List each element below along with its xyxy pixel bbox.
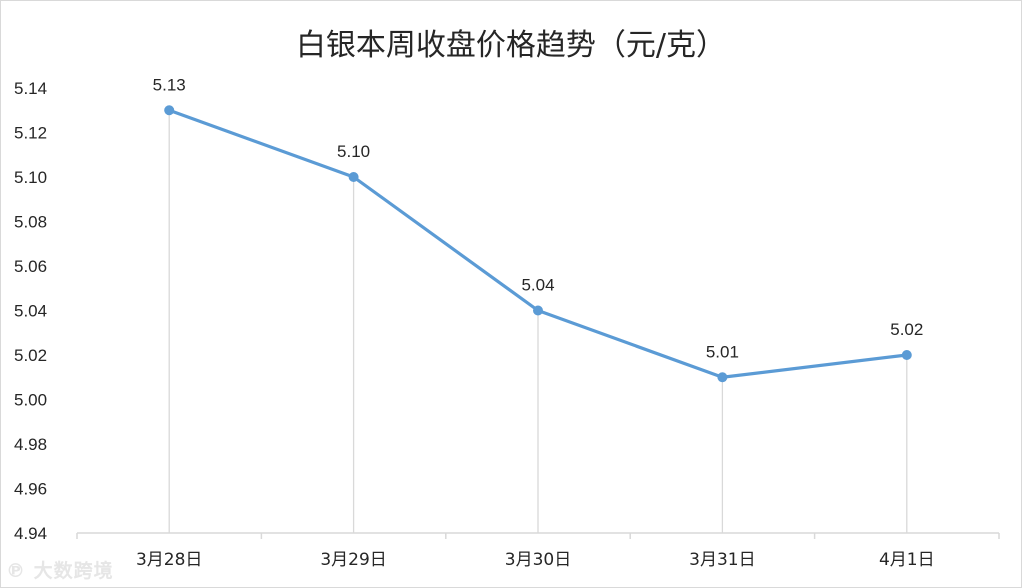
y-tick-label: 5.12 xyxy=(14,124,47,143)
y-tick-label: 5.10 xyxy=(14,168,47,187)
y-axis-ticks: 4.94 4.96 4.98 5.00 5.02 5.04 5.06 5.08 5.10 5.12… xyxy=(14,79,47,543)
data-point xyxy=(348,172,359,182)
y-tick-label: 5.08 xyxy=(14,213,47,232)
y-tick-label: 5.14 xyxy=(14,79,47,98)
y-tick-label: 5.02 xyxy=(14,346,47,365)
x-axis-ticks: 3月28日 3月29日 3月30日 3月31日 4月1日 xyxy=(136,550,935,570)
y-tick-label: 4.96 xyxy=(14,480,47,499)
y-tick-label: 5.06 xyxy=(14,257,47,276)
drop-lines xyxy=(168,110,908,533)
chart-title: 白银本周收盘价格趋势（元/克） xyxy=(295,28,727,63)
x-tick-label: 3月30日 xyxy=(505,550,571,570)
data-point xyxy=(533,305,543,316)
y-tick-label: 4.98 xyxy=(14,435,47,454)
data-label: 5.01 xyxy=(706,342,739,361)
data-label: 5.10 xyxy=(337,142,370,161)
data-points xyxy=(164,105,912,383)
x-axis xyxy=(76,532,1000,539)
data-label: 5.02 xyxy=(890,320,923,339)
x-tick-label: 3月31日 xyxy=(689,550,755,570)
data-labels: 5.13 5.10 5.04 5.01 5.02 xyxy=(153,75,924,361)
y-tick-label: 5.00 xyxy=(14,391,47,410)
y-tick-label: 5.04 xyxy=(14,302,47,321)
watermark-logo: ℗ 大数跨境 xyxy=(6,556,114,583)
data-point xyxy=(164,105,175,116)
x-tick-label: 3月28日 xyxy=(136,550,202,570)
data-label: 5.04 xyxy=(521,276,554,295)
watermark-icon: ℗ xyxy=(6,560,26,582)
y-tick-label: 4.94 xyxy=(14,524,47,543)
data-label: 5.13 xyxy=(153,75,186,94)
watermark-text: 大数跨境 xyxy=(33,560,114,582)
data-point xyxy=(901,350,912,360)
data-point xyxy=(717,372,728,383)
x-tick-label: 4月1日 xyxy=(879,550,935,570)
x-tick-label: 3月29日 xyxy=(320,550,386,570)
